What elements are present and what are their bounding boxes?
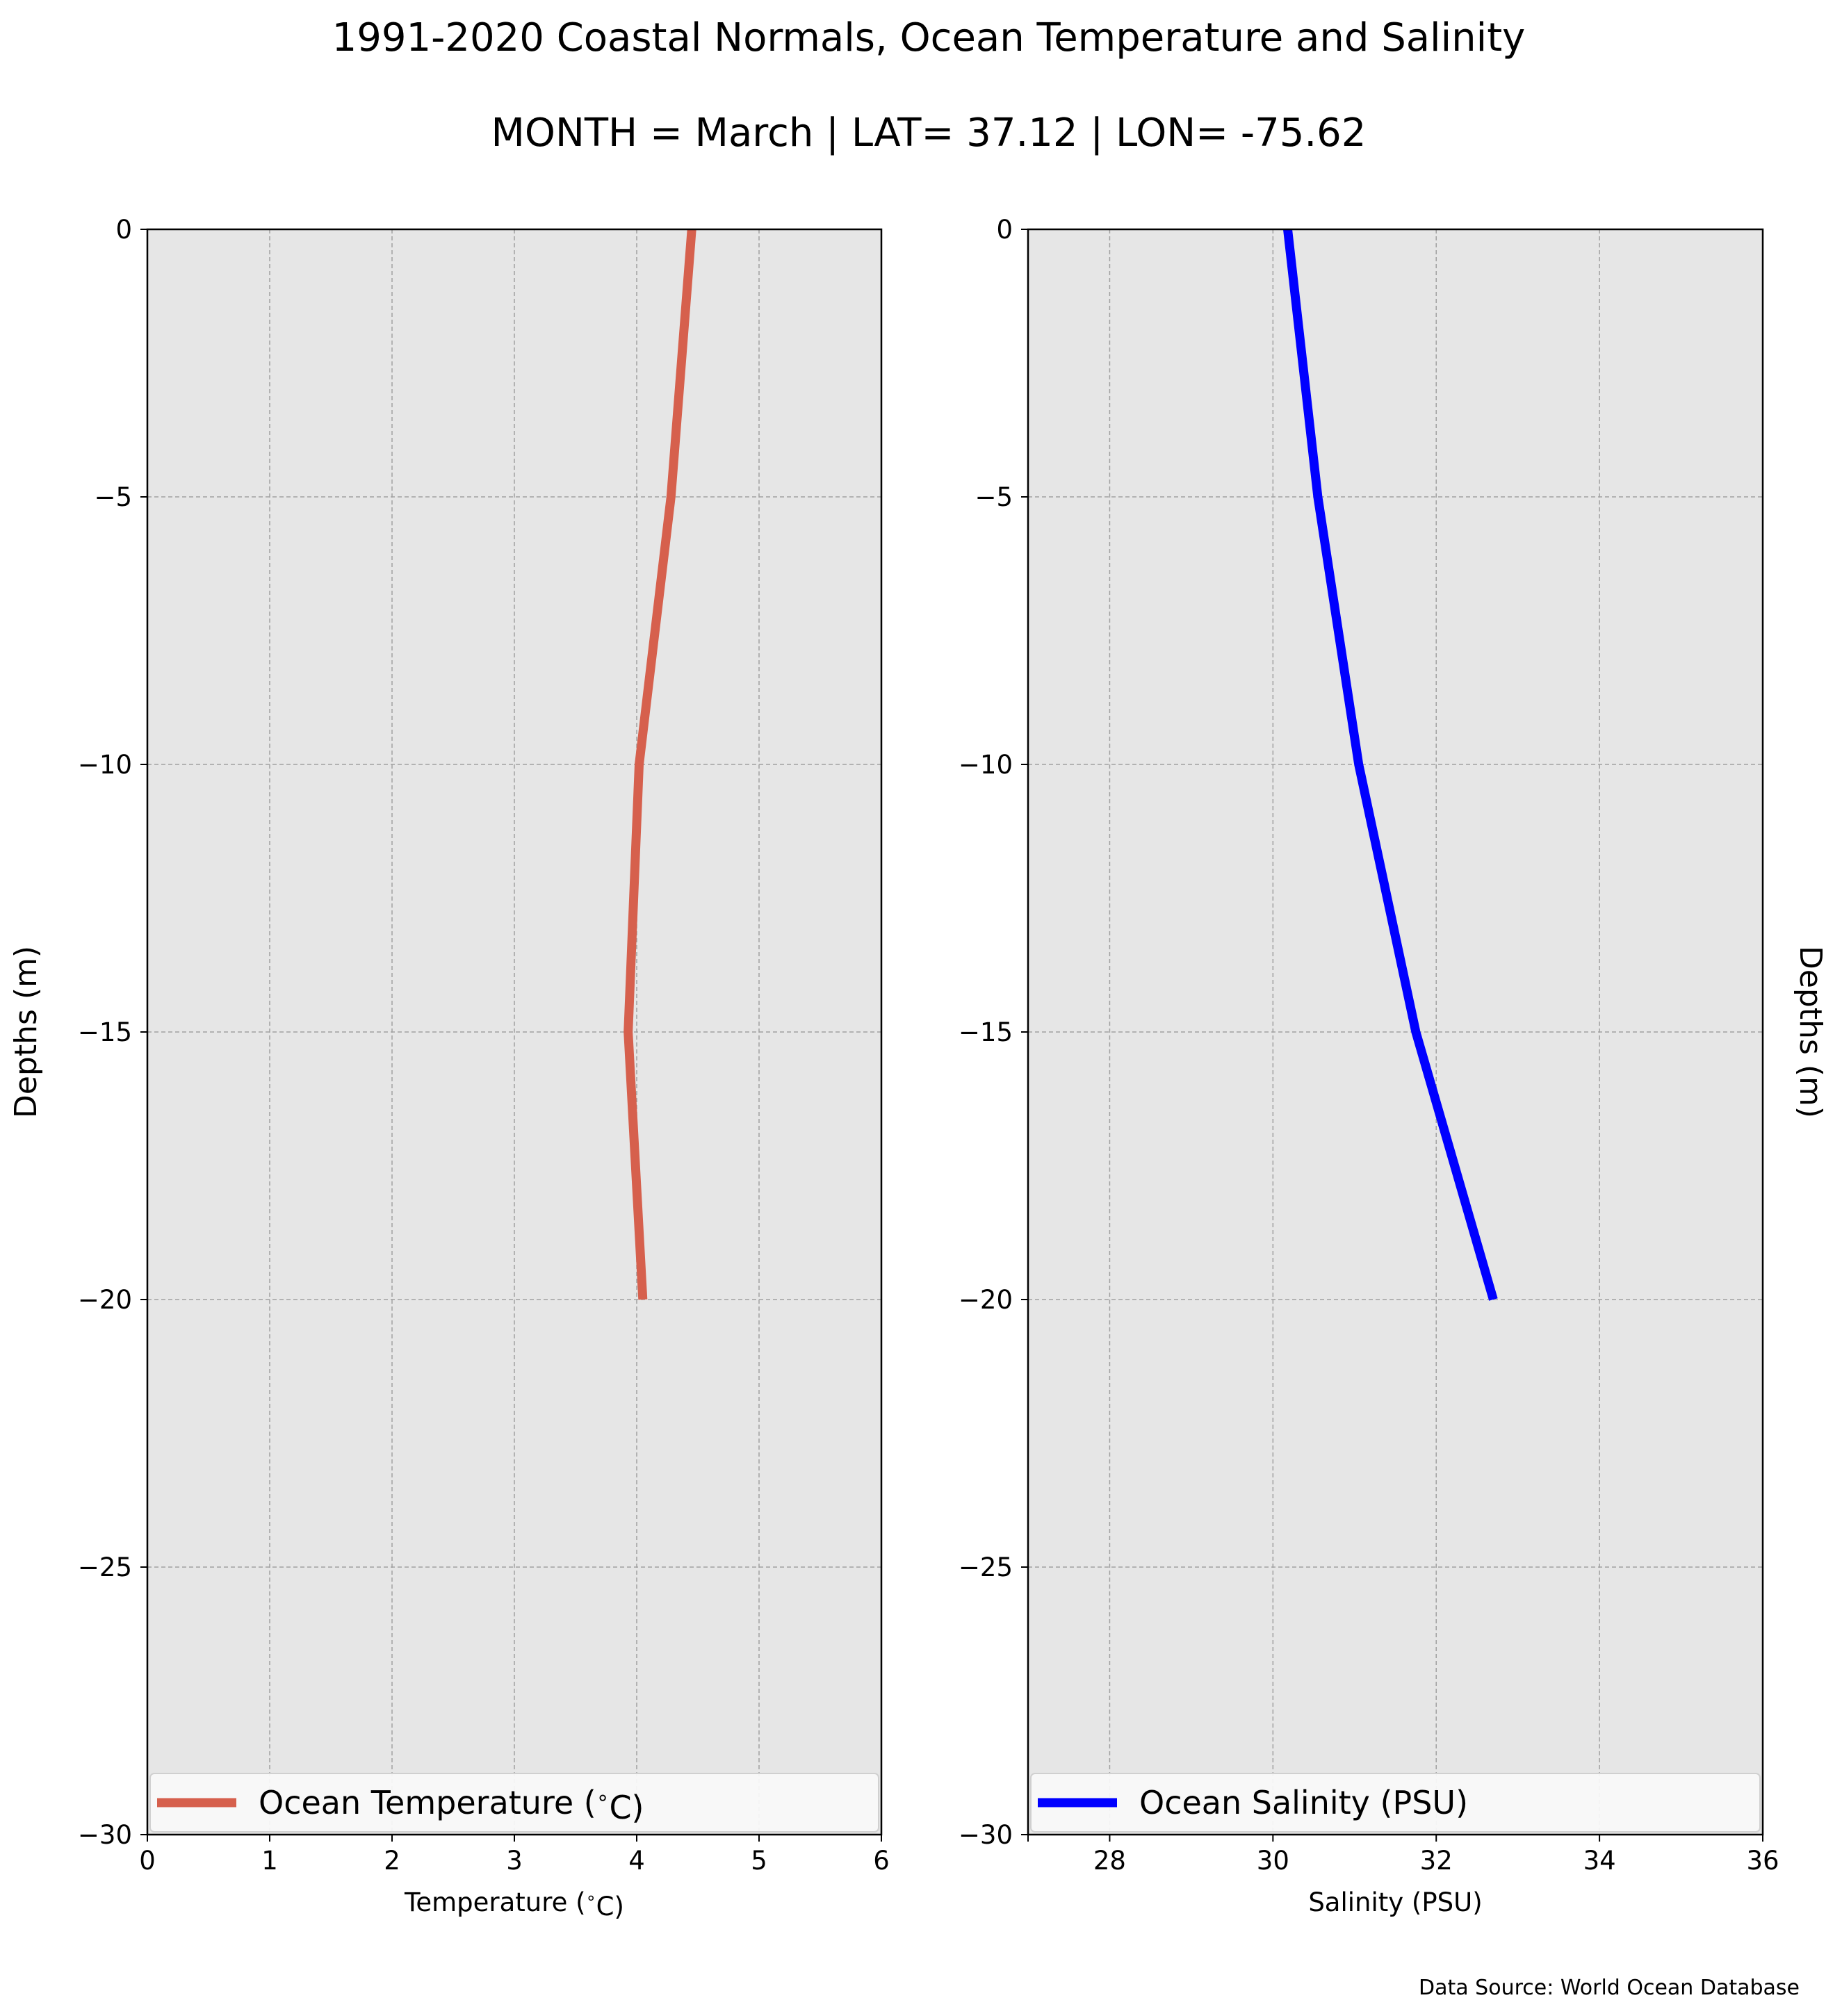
x-axis-label: Temperature (∘C) (404, 1887, 624, 1921)
y-tick-label: −5 (975, 482, 1013, 512)
x-tick-label: 1 (261, 1846, 278, 1876)
data-source-note: Data Source: World Ocean Database (1419, 1976, 1800, 2000)
legend-box (149, 1773, 879, 1833)
y-tick-label: −20 (959, 1285, 1013, 1315)
y-tick-label: −25 (78, 1552, 132, 1582)
x-tick-label: 30 (1257, 1846, 1289, 1876)
legend-label: Ocean Temperature (∘C) (259, 1784, 644, 1826)
data-point (1415, 1031, 1417, 1033)
x-tick-label: 4 (628, 1846, 645, 1876)
salinity-panel: Ocean Salinity (PSU) 28 30 32 34 36 0 −5 −10 −15 −… (959, 215, 1828, 1917)
data-point (1358, 764, 1360, 765)
y-tick-label: −10 (959, 750, 1013, 780)
chart-subtitle: MONTH = March | LAT= 37.12 | LON= -75.62 (491, 110, 1367, 156)
y-tick-label: 0 (115, 215, 132, 245)
data-point (1317, 496, 1319, 498)
y-tick-label: −5 (94, 482, 132, 512)
x-tick-label: 5 (751, 1846, 767, 1876)
temperature-panel: Ocean Temperature (∘C) 0 1 2 3 4 5 6 0 −5 −10 −15 −2… (8, 215, 890, 1921)
y-tick-label: 0 (996, 215, 1013, 245)
x-tick-label: 0 (139, 1846, 156, 1876)
plot-area (1028, 229, 1763, 1835)
y-tick-label: −30 (78, 1820, 132, 1850)
y-axis-label: Depths (m) (1793, 946, 1828, 1118)
y-tick-label: −15 (959, 1017, 1013, 1047)
y-tick-label: −10 (78, 750, 132, 780)
y-tick-label: −25 (959, 1552, 1013, 1582)
x-tick-label: 2 (384, 1846, 400, 1876)
legend-box (1030, 1773, 1761, 1833)
x-tick-label: 28 (1093, 1846, 1126, 1876)
x-tick-label: 36 (1746, 1846, 1779, 1876)
x-tick-label: 34 (1583, 1846, 1616, 1876)
x-axis-label: Salinity (PSU) (1308, 1887, 1482, 1917)
y-axis-label: Depths (m) (8, 946, 44, 1118)
x-tick-label: 6 (873, 1846, 890, 1876)
x-tick-label: 32 (1420, 1846, 1453, 1876)
y-tick-label: −20 (78, 1285, 132, 1315)
y-tick-label: −30 (959, 1820, 1013, 1850)
legend-label: Ocean Salinity (PSU) (1139, 1784, 1468, 1821)
y-tick-label: −15 (78, 1017, 132, 1047)
chart-title: 1991-2020 Coastal Normals, Ocean Tempera… (332, 15, 1526, 60)
x-tick-label: 3 (506, 1846, 523, 1876)
